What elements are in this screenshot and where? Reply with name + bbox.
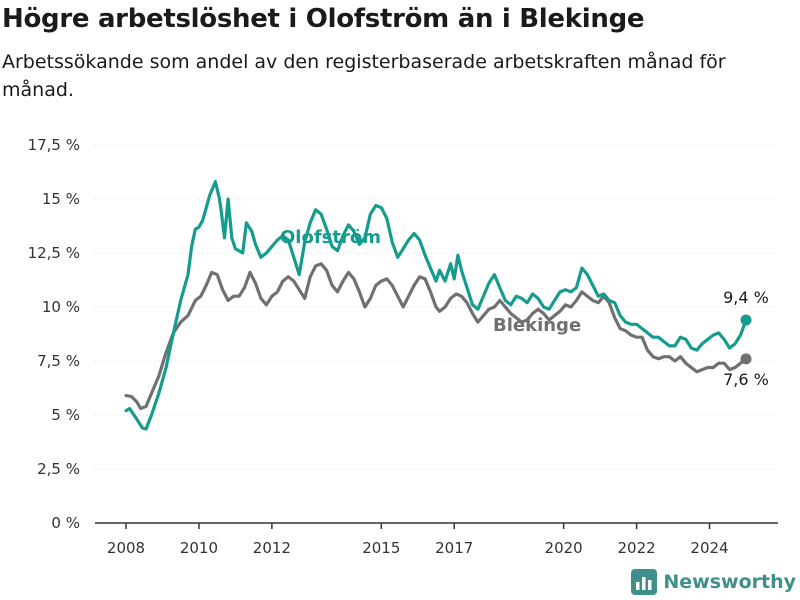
x-tick-label: 2012 bbox=[253, 539, 291, 557]
x-tick-label: 2010 bbox=[180, 539, 218, 557]
x-tick-label: 2008 bbox=[107, 539, 145, 557]
bar-chart-icon bbox=[631, 569, 658, 595]
y-tick-label: 0 % bbox=[51, 514, 80, 532]
y-tick-label: 15 % bbox=[42, 190, 80, 208]
end-point-olofstrom bbox=[740, 314, 752, 326]
series-line-olofstrom bbox=[124, 180, 748, 431]
y-tick-label: 7,5 % bbox=[37, 352, 80, 370]
chart-title: Högre arbetslöshet i Olofström än i Blek… bbox=[2, 4, 645, 34]
series-labels: Olofström Blekinge 9,4 % 7,6 % bbox=[280, 227, 769, 389]
newsworthy-logo: Newsworthy bbox=[631, 569, 796, 595]
y-tick-label: 5 % bbox=[51, 406, 80, 424]
x-axis: 2008 2010 2012 2015 2017 2020 2022 2024 bbox=[95, 522, 778, 557]
end-value-blekinge: 7,6 % bbox=[723, 370, 769, 389]
y-tick-label: 2,5 % bbox=[37, 460, 80, 478]
x-tick-label: 2015 bbox=[362, 539, 400, 557]
y-tick-label: 17,5 % bbox=[28, 136, 80, 154]
series-label-blekinge: Blekinge bbox=[493, 315, 581, 336]
end-value-olofstrom: 9,4 % bbox=[723, 288, 769, 307]
series-lines bbox=[124, 180, 752, 431]
x-tick-label: 2022 bbox=[617, 539, 655, 557]
x-tick-label: 2017 bbox=[435, 539, 473, 557]
y-tick-label: 10 % bbox=[42, 298, 80, 316]
x-tick-label: 2024 bbox=[690, 539, 728, 557]
series-line-blekinge bbox=[124, 262, 748, 411]
y-axis: 0 % 2,5 % 5 % 7,5 % 10 % 12,5 % 15 % 17,5 % bbox=[28, 136, 80, 532]
x-tick-label: 2020 bbox=[545, 539, 583, 557]
y-tick-label: 12,5 % bbox=[28, 244, 80, 262]
end-point-blekinge bbox=[740, 353, 752, 365]
series-label-olofstrom: Olofström bbox=[280, 227, 381, 248]
brand-name: Newsworthy bbox=[663, 571, 796, 593]
chart-subtitle: Arbetssökande som andel av den registerb… bbox=[2, 51, 726, 101]
